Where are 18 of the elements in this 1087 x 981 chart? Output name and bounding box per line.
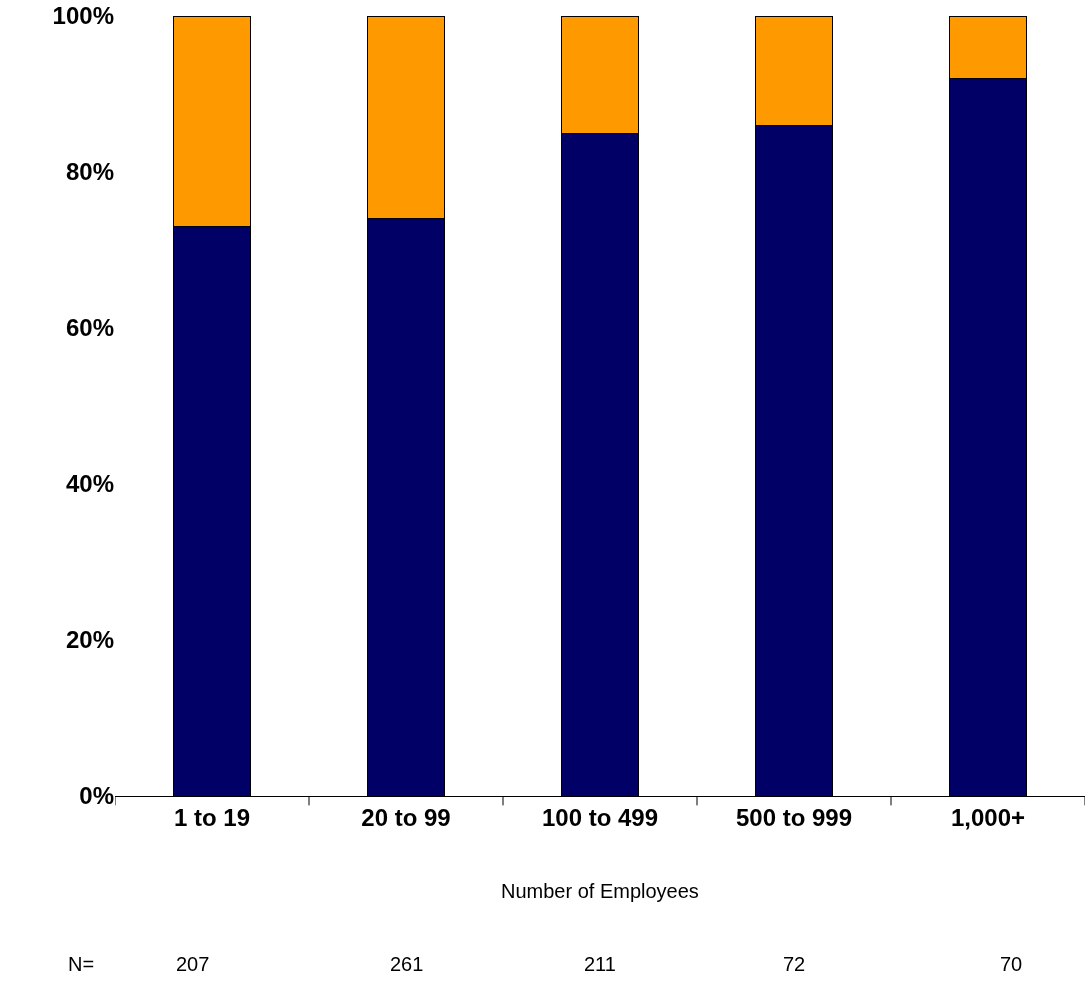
x-axis-title: Number of Employees: [501, 880, 699, 902]
text: 211: [584, 953, 616, 975]
y-tick-label: 20%: [65, 626, 114, 654]
text: 72: [783, 953, 806, 975]
text: 261: [390, 953, 424, 975]
x-tick-label: 100 to 499: [541, 803, 659, 831]
x-tick-label: 500 to 999: [735, 803, 853, 831]
y-tick-label: 60%: [65, 314, 114, 342]
y-tick-label: 40%: [65, 470, 114, 498]
y-tick-label: 0%: [79, 782, 114, 810]
text: 207: [176, 953, 210, 975]
text: N=: [68, 953, 95, 975]
text: 70: [1000, 953, 1023, 975]
x-tick-label: 1,000+: [950, 803, 1026, 831]
x-tick-label: 1 to 19: [173, 803, 251, 831]
y-tick-label: 100%: [52, 2, 114, 30]
y-tick-label: 80%: [65, 158, 114, 186]
x-tick-label: 20 to 99: [361, 803, 451, 831]
